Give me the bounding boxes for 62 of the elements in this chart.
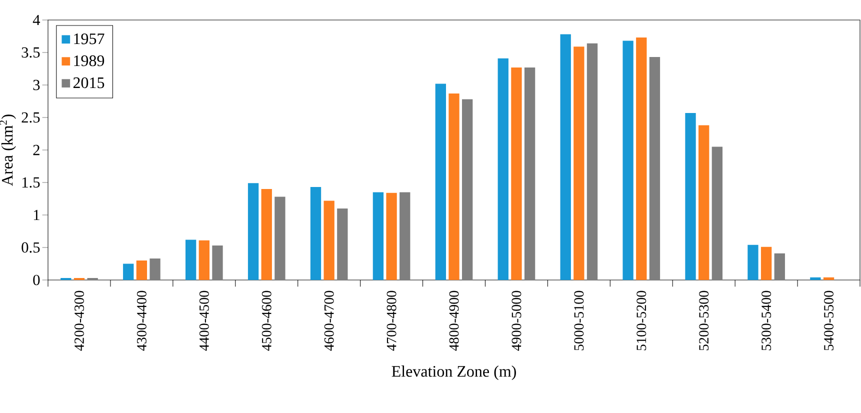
x-tick-label: 5300-5400 <box>762 290 772 350</box>
bar <box>198 240 210 280</box>
x-tick-label: 5400-5500 <box>824 290 834 350</box>
bar <box>435 84 446 280</box>
bar <box>136 260 148 280</box>
y-tick-label: 0.5 <box>22 242 40 253</box>
bar <box>823 277 834 280</box>
y-tick-label: 0 <box>33 274 40 286</box>
y-tick-label: 3 <box>33 80 40 90</box>
x-tick-label: 5000-5100 <box>574 290 584 350</box>
y-tick-label: 4 <box>32 14 40 26</box>
y-tick-label: 1.5 <box>22 177 40 188</box>
bar <box>810 277 821 280</box>
bar <box>712 146 723 280</box>
x-tick-label: 5100-5200 <box>636 290 646 350</box>
x-tick-label: 4500-4600 <box>262 290 272 351</box>
bar <box>498 58 508 280</box>
bar <box>574 46 584 280</box>
bar <box>448 93 460 280</box>
y-axis-title: Area (km$^{2}$) <box>0 114 16 186</box>
bar <box>524 67 536 280</box>
x-tick-label: 4800-4900 <box>449 290 459 351</box>
bar <box>185 240 196 280</box>
bar <box>372 192 384 280</box>
bar <box>685 112 696 280</box>
bar <box>212 246 223 280</box>
x-tick-label: 4700-4800 <box>386 290 396 351</box>
bar <box>760 246 772 280</box>
legend-label: 1989 <box>74 55 104 66</box>
bar <box>462 99 473 280</box>
bar <box>774 253 785 280</box>
bar <box>310 187 322 280</box>
y-tick-label: 1 <box>34 210 40 220</box>
y-tick-label: 2.5 <box>22 112 40 123</box>
bar <box>698 125 710 280</box>
bar <box>248 183 259 280</box>
x-tick-label: 4600-4700 <box>324 290 334 351</box>
bar <box>649 57 660 280</box>
bar <box>150 258 160 280</box>
y-tick-label: 3.5 <box>22 47 40 58</box>
bar <box>560 34 571 280</box>
bar <box>511 67 522 280</box>
bar <box>337 208 348 280</box>
bar <box>748 244 758 280</box>
x-tick-label: 4900-5000 <box>512 290 522 351</box>
x-tick-label: 5200-5300 <box>699 290 709 350</box>
bar <box>386 192 397 280</box>
x-tick-label: 4300-4400 <box>136 290 146 351</box>
y-tick-label: 2 <box>33 144 40 156</box>
bar <box>261 188 272 280</box>
x-axis-title: Elevation Zone (m) <box>392 366 516 380</box>
bar <box>400 192 410 280</box>
legend-label: 1957 <box>74 33 104 44</box>
legend-label: 2015 <box>73 77 104 88</box>
x-tick-label: 4200-4300 <box>74 290 84 351</box>
bar <box>274 196 286 280</box>
bar <box>622 40 634 280</box>
bar <box>123 264 134 280</box>
bar <box>586 43 598 280</box>
bar <box>636 38 647 280</box>
bar <box>324 200 334 280</box>
x-tick-label: 4400-4500 <box>199 290 209 351</box>
